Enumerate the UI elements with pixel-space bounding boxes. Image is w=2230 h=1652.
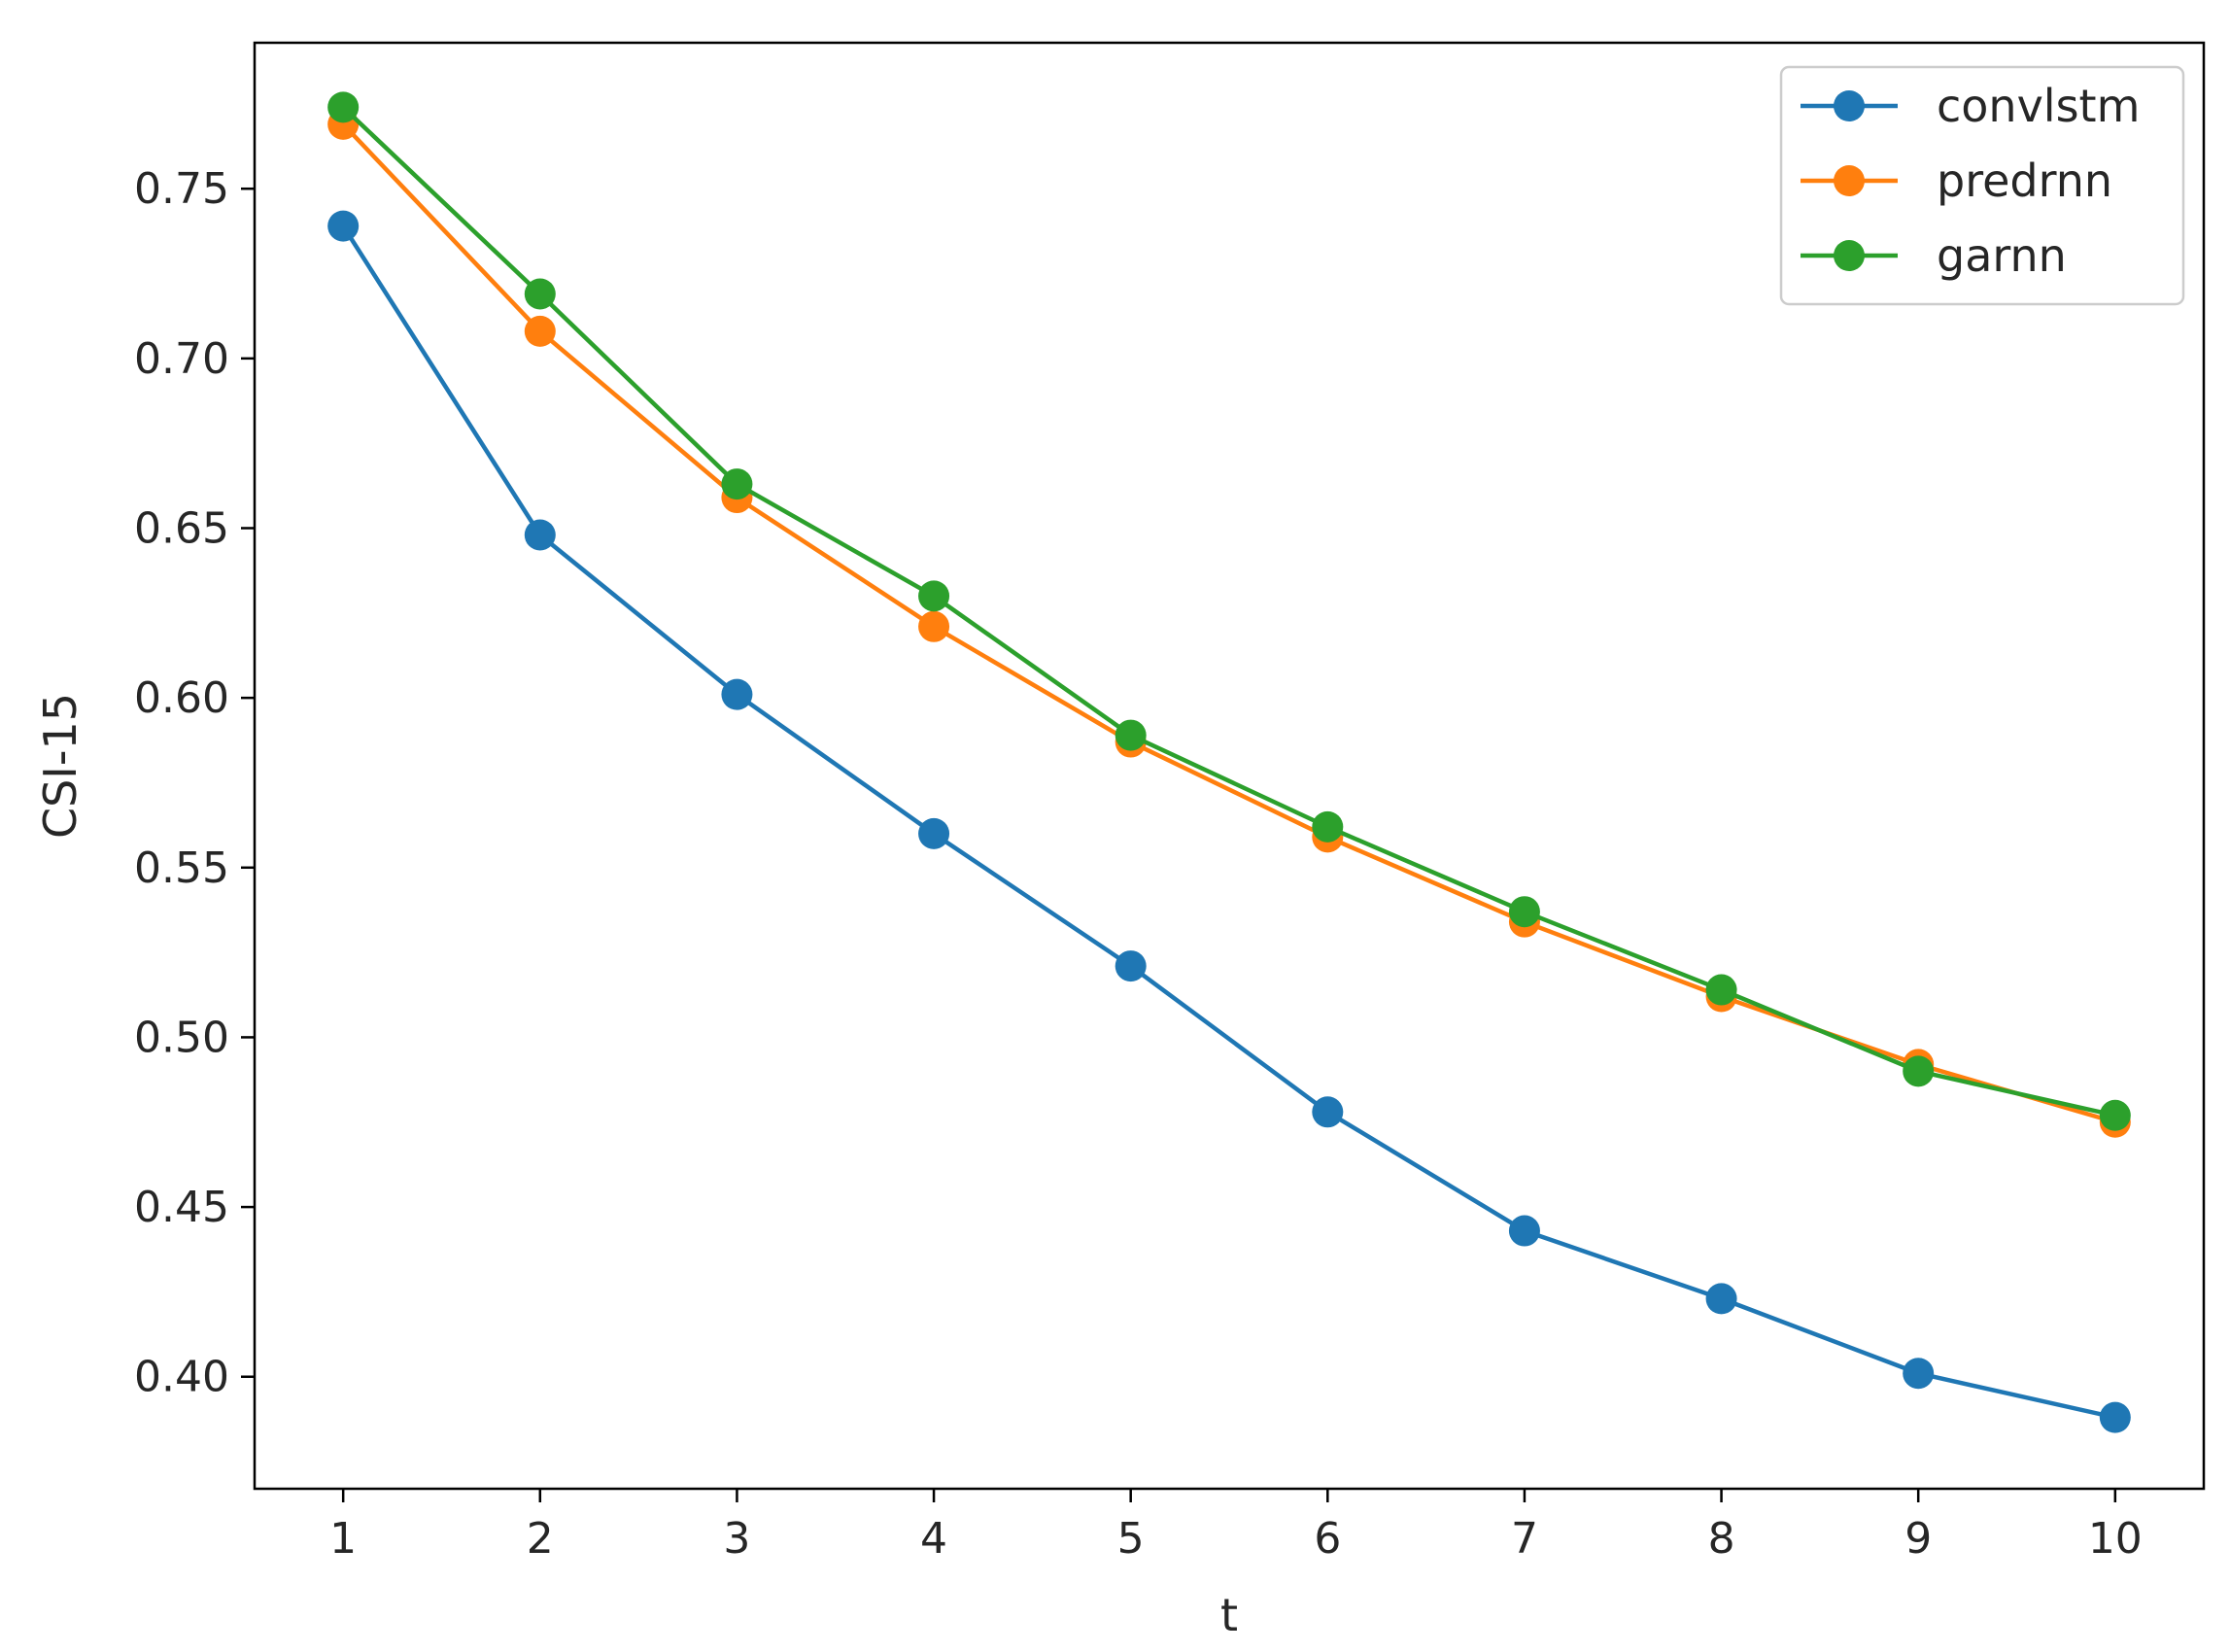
- data-point-convlstm: [327, 210, 360, 242]
- data-point-convlstm: [2099, 1401, 2131, 1433]
- data-point-predrnn: [524, 315, 556, 347]
- data-point-garnn: [2099, 1099, 2131, 1131]
- data-point-convlstm: [721, 678, 753, 710]
- legend-label: garnn: [1937, 229, 2067, 282]
- x-axis-label: t: [1220, 1589, 1238, 1641]
- y-tick-label: 0.55: [134, 843, 229, 893]
- data-point-convlstm: [1903, 1358, 1935, 1390]
- x-tick-label: 9: [1904, 1514, 1932, 1564]
- x-tick-label: 4: [920, 1514, 947, 1564]
- x-tick-label: 10: [2088, 1514, 2143, 1564]
- x-tick-label: 7: [1511, 1514, 1538, 1564]
- y-tick-label: 0.70: [134, 334, 229, 384]
- data-point-garnn: [327, 91, 360, 123]
- data-point-convlstm: [1705, 1283, 1737, 1315]
- x-tick-label: 6: [1314, 1514, 1341, 1564]
- data-point-garnn: [1903, 1055, 1935, 1087]
- y-tick-label: 0.60: [134, 673, 229, 723]
- data-point-garnn: [524, 278, 556, 310]
- series-line-convlstm: [341, 224, 2116, 1420]
- legend-swatch-marker: [1834, 240, 1865, 271]
- data-point-garnn: [1115, 719, 1147, 751]
- x-tick-label: 2: [527, 1514, 554, 1564]
- y-tick-label: 0.75: [134, 164, 229, 214]
- data-point-predrnn: [918, 610, 950, 642]
- series-convlstm: [327, 210, 2131, 1433]
- x-axis-ticks: 1 2 3 4 5 6 7 8 9 10: [329, 1489, 2143, 1564]
- legend-label: predrnn: [1937, 155, 2112, 207]
- x-tick-label: 1: [329, 1514, 357, 1564]
- plot-frame: [253, 41, 2206, 1491]
- legend-label: convlstm: [1937, 80, 2140, 132]
- series-line-garnn: [341, 105, 2116, 1118]
- data-point-garnn: [1508, 896, 1540, 928]
- legend-item-predrnn: predrnn: [1801, 155, 2112, 207]
- data-point-garnn: [1312, 810, 1344, 843]
- data-point-convlstm: [1508, 1215, 1540, 1247]
- data-point-convlstm: [918, 817, 950, 849]
- legend-item-garnn: garnn: [1801, 229, 2067, 282]
- y-axis-ticks: 0.40 0.45 0.50 0.55 0.60 0.65 0.70 0.75: [134, 164, 255, 1402]
- legend-box: [1779, 65, 2185, 306]
- data-point-garnn: [1705, 974, 1737, 1006]
- y-tick-label: 0.45: [134, 1183, 229, 1232]
- series-layer: [327, 91, 2131, 1433]
- y-axis-label: CSI-15: [34, 693, 86, 839]
- data-point-convlstm: [1312, 1096, 1344, 1128]
- data-point-garnn: [721, 468, 753, 500]
- y-tick-label: 0.50: [134, 1013, 229, 1062]
- x-tick-label: 3: [723, 1514, 750, 1564]
- legend: convlstm predrnn garnn: [1779, 65, 2185, 306]
- y-tick-label: 0.40: [134, 1353, 229, 1402]
- series-garnn: [327, 91, 2131, 1131]
- data-point-convlstm: [524, 519, 556, 551]
- legend-swatch-marker: [1834, 165, 1865, 196]
- x-tick-label: 5: [1117, 1514, 1145, 1564]
- legend-swatch-marker: [1834, 90, 1865, 121]
- data-point-convlstm: [1115, 950, 1147, 982]
- legend-item-convlstm: convlstm: [1801, 80, 2140, 132]
- data-point-garnn: [918, 580, 950, 612]
- x-tick-label: 8: [1708, 1514, 1735, 1564]
- y-tick-label: 0.65: [134, 503, 229, 553]
